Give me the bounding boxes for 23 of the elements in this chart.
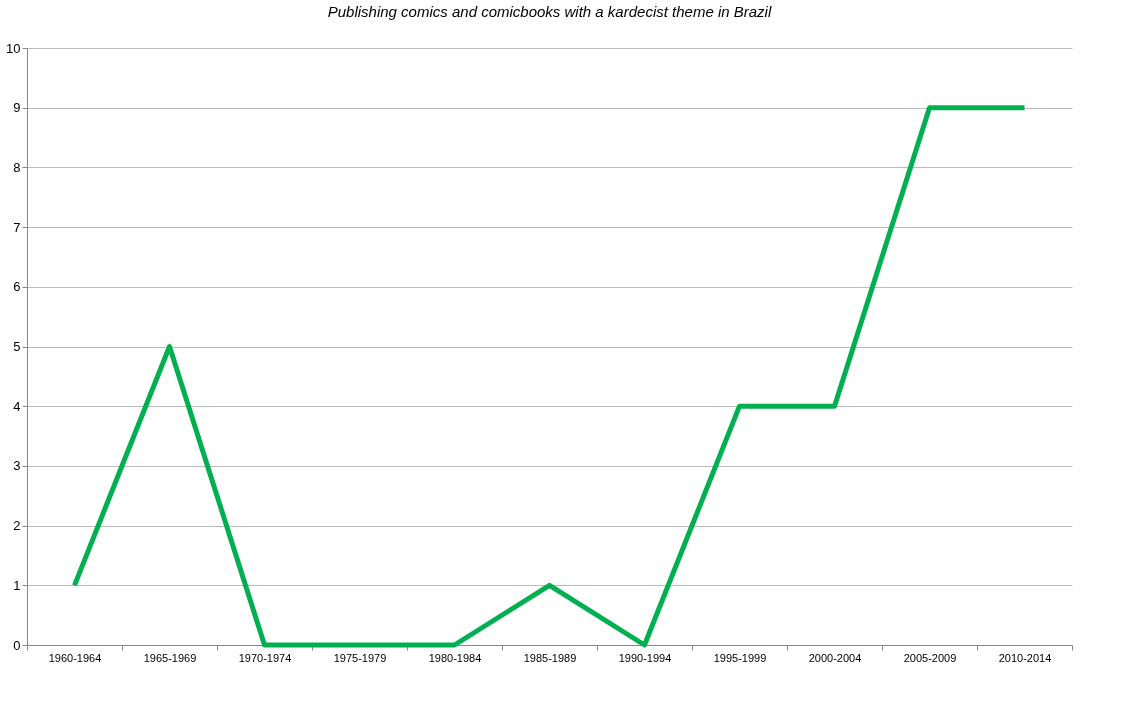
- x-tick-label: 2010-2014: [998, 651, 1052, 664]
- y-tick-label: 2: [13, 518, 21, 534]
- chart-title: Publishing comics and comicbooks with a kardecist theme in Brazil: [327, 3, 772, 20]
- x-tick-label: 1980-1984: [428, 651, 482, 664]
- x-tick-label: 1975-1979: [333, 651, 387, 664]
- x-tick-label: 1960-1964: [48, 651, 102, 664]
- x-tick-label: 1995-1999: [713, 651, 767, 664]
- y-tick-label: 6: [13, 279, 21, 295]
- y-tick-label: 5: [13, 339, 21, 354]
- x-tick-label: 2005-2009: [903, 651, 957, 664]
- y-tick-label: 0: [13, 637, 21, 653]
- x-tick-label: 2000-2004: [808, 651, 862, 664]
- x-tick-label: 1985-1989: [523, 651, 577, 664]
- y-tick-label: 10: [6, 40, 21, 56]
- x-tick-label: 1990-1994: [618, 651, 672, 664]
- x-tick-label: 1970-1974: [238, 651, 292, 664]
- y-tick-label: 3: [13, 458, 21, 474]
- y-tick-label: 4: [13, 398, 21, 414]
- y-tick-label: 7: [13, 219, 21, 235]
- x-tick-label: 1965-1969: [143, 651, 197, 664]
- y-tick-label: 1: [13, 577, 21, 593]
- y-tick-label: 9: [13, 100, 21, 116]
- y-tick-label: 8: [13, 159, 21, 175]
